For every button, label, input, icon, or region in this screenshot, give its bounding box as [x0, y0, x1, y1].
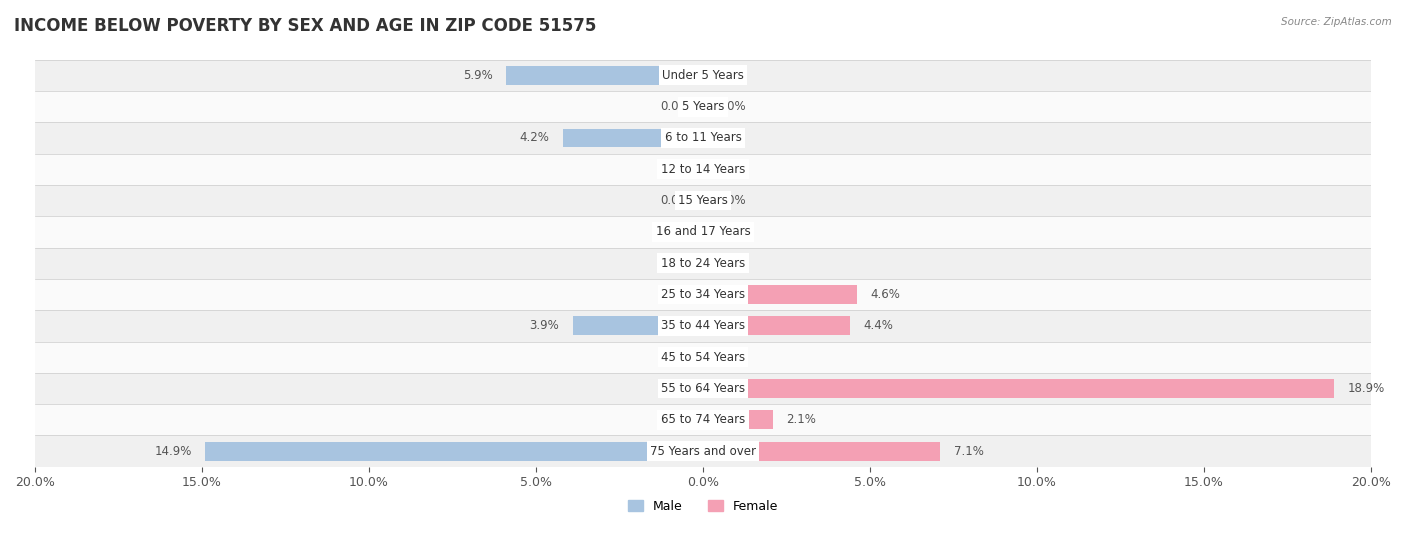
Text: 65 to 74 Years: 65 to 74 Years [661, 413, 745, 426]
Bar [506, 66, 703, 85]
Bar [35, 248, 1371, 279]
Text: 0.0%: 0.0% [717, 69, 747, 82]
Bar [703, 410, 773, 429]
Bar [703, 285, 856, 304]
Text: 0.0%: 0.0% [659, 413, 689, 426]
Bar [35, 310, 1371, 341]
Text: 0.0%: 0.0% [659, 225, 689, 238]
Text: 0.0%: 0.0% [659, 194, 689, 207]
Text: 14.9%: 14.9% [155, 445, 193, 458]
Text: 0.0%: 0.0% [717, 194, 747, 207]
Text: 4.6%: 4.6% [870, 288, 900, 301]
Bar [572, 316, 703, 335]
Bar [35, 373, 1371, 404]
Text: 45 to 54 Years: 45 to 54 Years [661, 350, 745, 364]
Text: 0.0%: 0.0% [717, 132, 747, 145]
Text: 2.1%: 2.1% [786, 413, 817, 426]
Text: 0.0%: 0.0% [717, 350, 747, 364]
Text: 75 Years and over: 75 Years and over [650, 445, 756, 458]
Bar [35, 60, 1371, 91]
Text: 18 to 24 Years: 18 to 24 Years [661, 257, 745, 270]
Bar [35, 435, 1371, 467]
Text: 35 to 44 Years: 35 to 44 Years [661, 319, 745, 333]
Text: 0.0%: 0.0% [717, 163, 747, 176]
Text: 6 to 11 Years: 6 to 11 Years [665, 132, 741, 145]
Bar [35, 404, 1371, 435]
Bar [703, 442, 941, 460]
Text: 0.0%: 0.0% [717, 100, 747, 113]
Bar [703, 379, 1334, 398]
Bar [205, 442, 703, 460]
Legend: Male, Female: Male, Female [623, 494, 783, 517]
Text: 0.0%: 0.0% [659, 350, 689, 364]
Text: Source: ZipAtlas.com: Source: ZipAtlas.com [1281, 17, 1392, 27]
Bar [35, 153, 1371, 185]
Text: 0.0%: 0.0% [659, 100, 689, 113]
Text: 5 Years: 5 Years [682, 100, 724, 113]
Bar [35, 279, 1371, 310]
Text: 25 to 34 Years: 25 to 34 Years [661, 288, 745, 301]
Text: 12 to 14 Years: 12 to 14 Years [661, 163, 745, 176]
Text: 16 and 17 Years: 16 and 17 Years [655, 225, 751, 238]
Text: 0.0%: 0.0% [659, 257, 689, 270]
Bar [35, 217, 1371, 248]
Text: 7.1%: 7.1% [953, 445, 983, 458]
Text: 0.0%: 0.0% [717, 225, 747, 238]
Bar [703, 316, 851, 335]
Text: 5.9%: 5.9% [463, 69, 492, 82]
Text: 0.0%: 0.0% [659, 382, 689, 395]
Bar [35, 185, 1371, 217]
Text: 3.9%: 3.9% [530, 319, 560, 333]
Text: 0.0%: 0.0% [659, 163, 689, 176]
Text: INCOME BELOW POVERTY BY SEX AND AGE IN ZIP CODE 51575: INCOME BELOW POVERTY BY SEX AND AGE IN Z… [14, 17, 596, 35]
Text: 55 to 64 Years: 55 to 64 Years [661, 382, 745, 395]
Text: 18.9%: 18.9% [1348, 382, 1385, 395]
Bar [35, 341, 1371, 373]
Text: 15 Years: 15 Years [678, 194, 728, 207]
Bar [562, 128, 703, 147]
Text: 4.4%: 4.4% [863, 319, 893, 333]
Text: 0.0%: 0.0% [717, 257, 747, 270]
Bar [35, 122, 1371, 153]
Text: 4.2%: 4.2% [519, 132, 550, 145]
Text: 0.0%: 0.0% [659, 288, 689, 301]
Text: Under 5 Years: Under 5 Years [662, 69, 744, 82]
Bar [35, 91, 1371, 122]
